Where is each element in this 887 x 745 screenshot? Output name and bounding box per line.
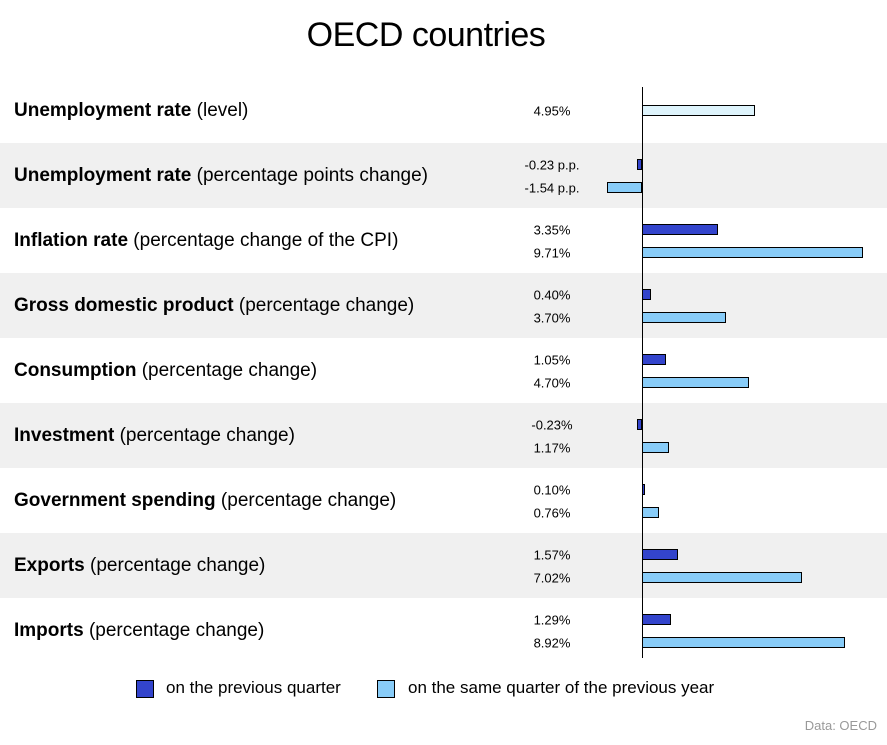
chart-title: OECD countries [306, 16, 546, 54]
category-label-bold: Investment [14, 424, 115, 446]
value-label-same-quarter-previous-year: 9.71% [533, 245, 571, 260]
bar-same-quarter-previous-year [642, 377, 750, 388]
value-label-same-quarter-previous-year: 8.92% [533, 635, 571, 650]
category-label-bold: Gross domestic product [14, 294, 234, 316]
value-label-previous-quarter: 1.29% [533, 612, 571, 627]
category-label-detail: (percentage change) [233, 294, 415, 316]
bar-same-quarter-previous-year [642, 247, 864, 258]
data-source: Data: OECD [804, 718, 877, 733]
category-label-detail: (percentage change) [136, 359, 318, 381]
bar-level [642, 105, 755, 116]
value-label-previous-quarter: 1.05% [533, 352, 571, 367]
bar-same-quarter-previous-year [642, 507, 660, 518]
value-label-level: 4.95% [533, 103, 571, 118]
value-label-same-quarter-previous-year: 0.76% [533, 505, 571, 520]
value-label-same-quarter-previous-year: 3.70% [533, 310, 571, 325]
value-label-previous-quarter: 1.57% [533, 547, 571, 562]
value-label-previous-quarter: -0.23 p.p. [524, 157, 580, 172]
category-label: Government spending (percentage change) [14, 490, 396, 512]
chart-row [0, 273, 887, 338]
category-label-detail: (percentage change) [215, 489, 397, 511]
category-label: Imports (percentage change) [14, 620, 264, 642]
category-label-detail: (percentage change) [84, 554, 266, 576]
legend-swatch-previous-quarter [136, 680, 154, 698]
value-label-same-quarter-previous-year: 4.70% [533, 375, 571, 390]
category-label: Unemployment rate (level) [14, 100, 248, 122]
value-label-previous-quarter: 0.10% [533, 482, 571, 497]
bar-previous-quarter [642, 289, 652, 300]
category-label-bold: Unemployment rate [14, 99, 192, 121]
zero-axis-line [642, 87, 643, 658]
value-label-same-quarter-previous-year: 7.02% [533, 570, 571, 585]
category-label: Investment (percentage change) [14, 425, 295, 447]
category-label: Exports (percentage change) [14, 555, 265, 577]
bar-previous-quarter [642, 354, 666, 365]
category-label-bold: Inflation rate [14, 229, 129, 251]
category-label-bold: Consumption [14, 359, 137, 381]
category-label: Consumption (percentage change) [14, 360, 317, 382]
bar-same-quarter-previous-year [642, 442, 669, 453]
chart-row [0, 533, 887, 598]
bar-same-quarter-previous-year [642, 637, 846, 648]
category-label-detail: (level) [191, 99, 249, 121]
category-label-detail: (percentage change) [83, 619, 265, 641]
value-label-previous-quarter: 3.35% [533, 222, 571, 237]
category-label: Inflation rate (percentage change of the… [14, 230, 398, 252]
bar-previous-quarter [642, 614, 672, 625]
chart-row [0, 143, 887, 208]
bar-previous-quarter [642, 224, 719, 235]
bar-previous-quarter [642, 549, 678, 560]
category-label-bold: Imports [14, 619, 84, 641]
bar-previous-quarter [636, 419, 642, 430]
category-label-detail: (percentage points change) [191, 164, 428, 186]
legend-label-previous-quarter: on the previous quarter [166, 678, 341, 697]
value-label-same-quarter-previous-year: 1.17% [533, 440, 571, 455]
value-label-previous-quarter: 0.40% [533, 287, 571, 302]
category-label-bold: Unemployment rate [14, 164, 192, 186]
category-label-bold: Exports [14, 554, 85, 576]
value-label-previous-quarter: -0.23% [531, 417, 573, 432]
category-label: Unemployment rate (percentage points cha… [14, 165, 428, 187]
category-label-detail: (percentage change) [114, 424, 295, 446]
category-label-bold: Government spending [14, 489, 216, 511]
bar-same-quarter-previous-year [642, 572, 803, 583]
legend-swatch-same-quarter-previous-year [377, 680, 395, 698]
bar-same-quarter-previous-year [606, 182, 642, 193]
bar-same-quarter-previous-year [642, 312, 727, 323]
chart-row [0, 403, 887, 468]
category-label: Gross domestic product (percentage chang… [14, 295, 414, 317]
category-label-detail: (percentage change of the CPI) [128, 229, 399, 251]
value-label-same-quarter-previous-year: -1.54 p.p. [524, 180, 580, 195]
bar-previous-quarter [636, 159, 642, 170]
legend-label-same-quarter-previous-year: on the same quarter of the previous year [408, 678, 715, 697]
